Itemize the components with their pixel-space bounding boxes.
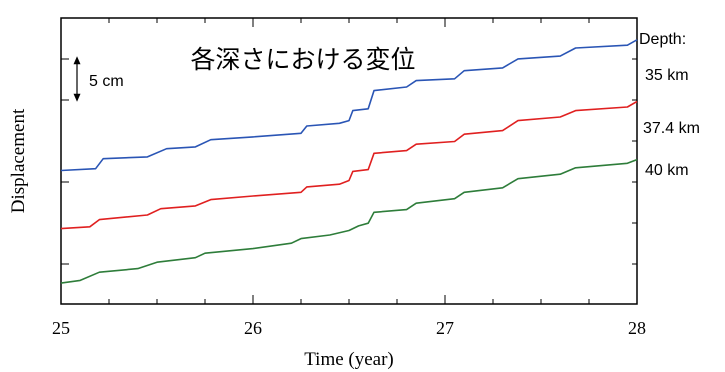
- series-line-35-km: [60, 39, 638, 172]
- x-tick-labels: 25 26 27 28: [52, 318, 646, 338]
- legend-title: Depth:: [639, 31, 686, 48]
- scale-bar: 5 cm: [73, 56, 124, 102]
- scale-bar-arrow-bottom: [73, 93, 81, 102]
- y-axis-label: Displacement: [8, 108, 29, 213]
- legend-label-40km: 40 km: [645, 162, 689, 179]
- data-lines: [60, 39, 638, 284]
- x-tick-label: 27: [436, 318, 454, 338]
- x-tick-label: 26: [244, 318, 262, 338]
- chart-title: 各深さにおける変位: [190, 46, 415, 74]
- x-tick-label: 28: [628, 318, 646, 338]
- series-line-40-km: [60, 158, 638, 284]
- scale-bar-label: 5 cm: [89, 73, 124, 90]
- x-tick-label: 25: [52, 318, 70, 338]
- legend-label-37-4km: 37.4 km: [643, 120, 700, 137]
- series-line-37-4-km: [60, 100, 638, 230]
- x-axis-label: Time (year): [304, 349, 394, 370]
- axis-ticks: [61, 18, 637, 304]
- scale-bar-arrow-top: [73, 56, 81, 65]
- legend-label-35km: 35 km: [645, 67, 689, 84]
